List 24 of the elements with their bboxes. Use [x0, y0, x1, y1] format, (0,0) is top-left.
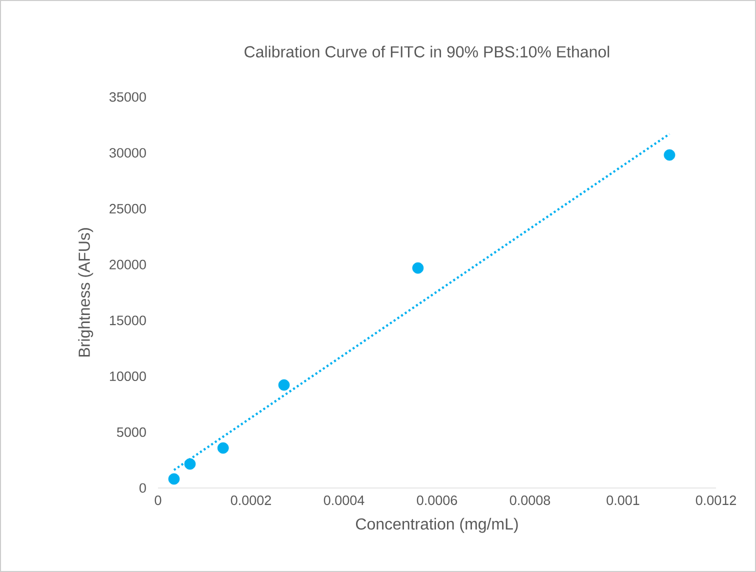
x-tick-label: 0.0012 — [696, 496, 736, 506]
point — [168, 473, 180, 485]
y-tick-label: 5000 — [116, 427, 146, 437]
x-tick-label: 0.0004 — [324, 496, 364, 506]
x-axis-title: Concentration (mg/mL) — [356, 518, 518, 533]
y-tick-label: 10000 — [110, 372, 146, 382]
x-tick-label: 0.0002 — [230, 496, 271, 506]
point — [278, 379, 290, 391]
y-axis-title: Brightness (AFUs) — [78, 228, 94, 357]
point — [412, 262, 424, 274]
y-tick-label: 35000 — [109, 92, 146, 102]
y-tick-label: 0 — [140, 483, 146, 493]
x-tick-label: 0.0008 — [510, 496, 550, 506]
point — [664, 149, 676, 161]
y-tick-label: 30000 — [109, 148, 146, 158]
y-tick-label: 25000 — [110, 204, 146, 214]
x-tick-label: 0.0006 — [416, 496, 458, 506]
point — [184, 458, 196, 470]
y-tick-label: 20000 — [110, 260, 146, 270]
x-tick-label: 0 — [154, 496, 162, 506]
point — [217, 442, 229, 454]
chart-title: Calibration Curve of FITC in 90% PBS:10% Ethanol — [244, 46, 610, 58]
y-tick-label: 15000 — [110, 316, 146, 326]
x-tick-label: 0.001 — [606, 496, 640, 506]
